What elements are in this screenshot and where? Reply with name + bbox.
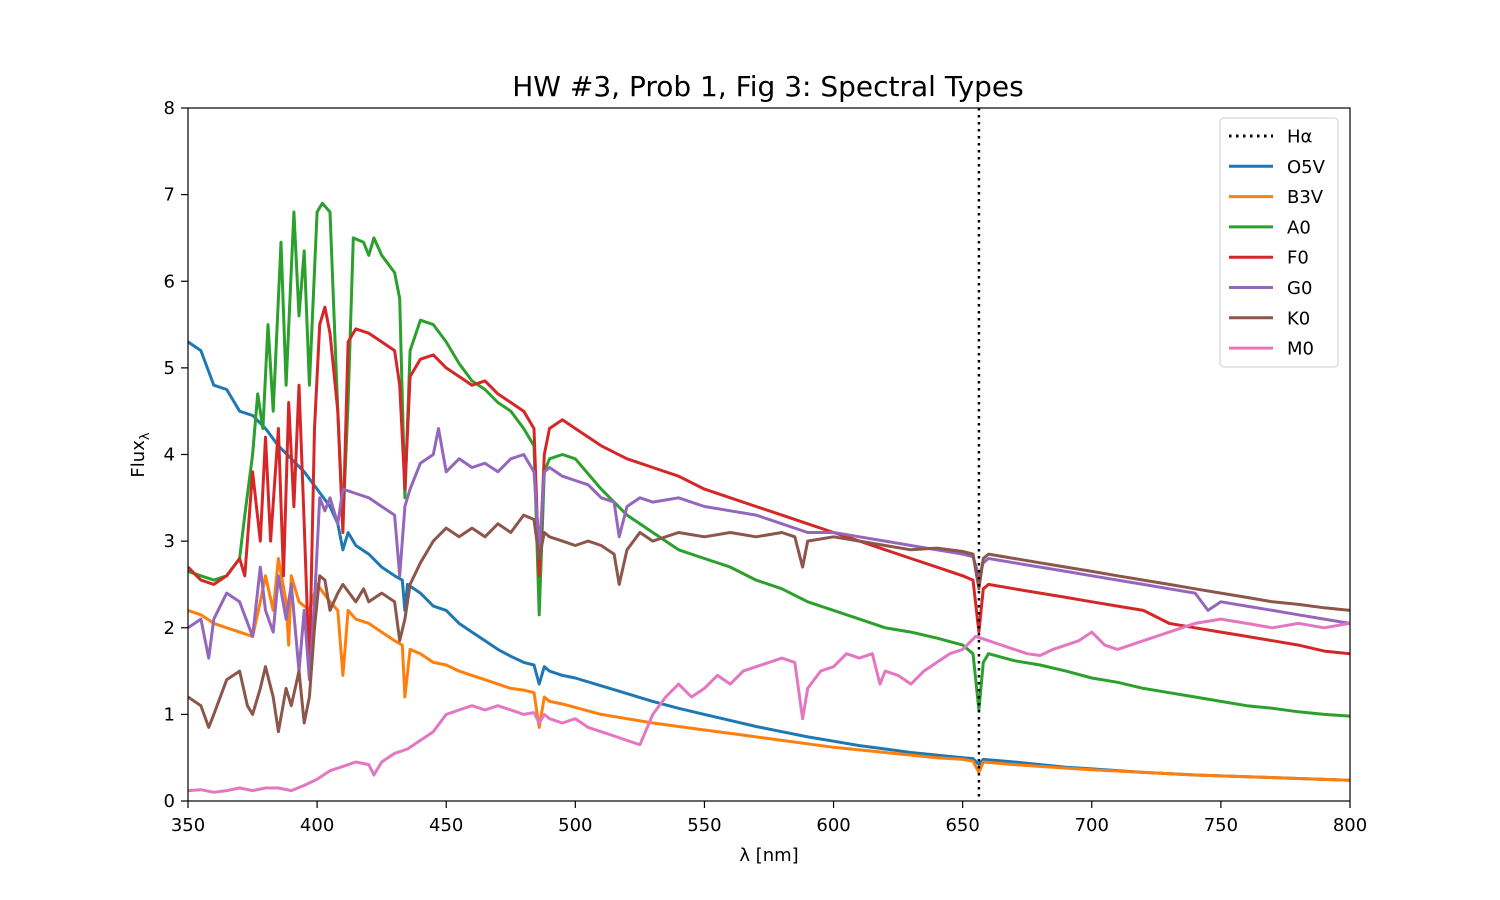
legend-label-k0: K0 (1287, 308, 1310, 329)
series-line-m0 (188, 617, 1350, 794)
y-tick-label: 7 (164, 185, 175, 206)
series-line-a0 (188, 201, 1350, 718)
y-tick-label: 5 (164, 358, 175, 379)
x-tick-label: 600 (816, 815, 850, 836)
x-tick-label: 700 (1075, 815, 1109, 836)
x-tick-label: 400 (300, 815, 334, 836)
y-tick-label: 0 (164, 791, 175, 812)
series-line-o5v (188, 340, 1350, 782)
legend-label-g0: G0 (1287, 278, 1312, 299)
series-line-g0 (188, 427, 1350, 682)
legend-label-a0: A0 (1287, 217, 1311, 238)
x-tick-label: 650 (945, 815, 979, 836)
y-tick-label: 6 (164, 271, 175, 292)
series-line-f0 (188, 305, 1350, 673)
x-tick-label: 500 (558, 815, 592, 836)
legend-label-b3v: B3V (1287, 187, 1324, 208)
y-axis-ticks: 0 1 2 3 4 5 6 7 8 (164, 98, 188, 812)
legend: Hα O5V B3V A0 F0 G0 K0 M0 (1219, 117, 1339, 368)
legend-label-o5v: O5V (1287, 157, 1326, 178)
x-tick-label: 450 (429, 815, 463, 836)
series-line-k0 (188, 513, 1350, 734)
y-tick-label: 1 (164, 704, 175, 725)
x-tick-label: 550 (687, 815, 721, 836)
y-axis-label-main: Flux (128, 440, 149, 478)
x-tick-label: 350 (171, 815, 205, 836)
legend-label-f0: F0 (1287, 248, 1309, 269)
y-tick-label: 4 (164, 445, 175, 466)
x-axis-label: λ [nm] (739, 845, 798, 866)
legend-label-hα: Hα (1287, 127, 1312, 148)
x-axis-ticks: 350 400 450 500 550 600 650 700 750 800 (171, 801, 1367, 836)
series-layer (188, 201, 1350, 794)
x-tick-label: 800 (1333, 815, 1367, 836)
chart-title: HW #3, Prob 1, Fig 3: Spectral Types (512, 70, 1024, 103)
legend-frame (1219, 117, 1339, 368)
x-tick-label: 750 (1204, 815, 1238, 836)
y-tick-label: 3 (164, 531, 175, 552)
y-axis-label: Fluxλ (128, 432, 153, 477)
legend-label-m0: M0 (1287, 339, 1314, 360)
y-tick-label: 2 (164, 618, 175, 639)
series-line-b3v (188, 557, 1350, 782)
y-tick-label: 8 (164, 98, 175, 119)
y-axis-label-subscript: λ (138, 432, 153, 440)
